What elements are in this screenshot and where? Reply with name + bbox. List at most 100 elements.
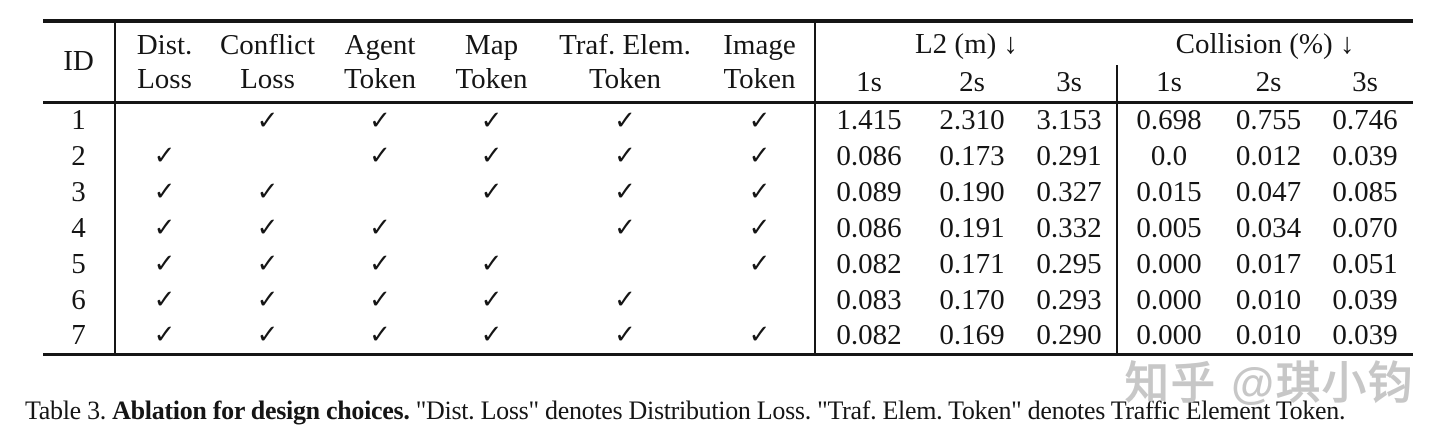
l2-value-cell: 0.173	[939, 139, 1005, 172]
caption-title: Ablation for design choices.	[112, 396, 410, 425]
check-cell: ✓	[213, 102, 322, 138]
check-icon: ✓	[480, 285, 503, 315]
l2-value-cell: 3.153	[1036, 104, 1102, 137]
check-icon: ✓	[369, 320, 391, 351]
l2-value-cell: 0.293	[1036, 283, 1102, 316]
check-cell: ✓	[705, 210, 815, 246]
collision-value-cell: 0.0	[1116, 138, 1221, 174]
check-cell: ✓	[545, 318, 705, 354]
l2-value-cell: 0.295	[1036, 247, 1102, 280]
check-icon: ✓	[748, 213, 771, 243]
col-header-agent-token: Agent Token	[322, 21, 438, 104]
collision-value-cell: 0.051	[1332, 247, 1398, 280]
collision-value-cell: 0.012	[1235, 139, 1302, 172]
check-cell: ✓	[545, 282, 705, 318]
row-id-cell: 6	[43, 282, 116, 318]
check-icon: ✓	[153, 213, 176, 243]
check-cell: ✓	[322, 102, 438, 138]
table-header: ID Dist. Loss Conflict Loss Agent Token …	[43, 21, 1414, 104]
collision-value-cell: 0.010	[1235, 318, 1302, 351]
check-cell: ✓	[705, 102, 815, 138]
l2-value-cell: 0.290	[1036, 318, 1102, 351]
check-cell: ✓	[213, 210, 322, 246]
check-cell: ✓	[213, 318, 322, 354]
check-cell: ✓	[705, 246, 815, 282]
col-header-line: Agent	[344, 28, 416, 61]
check-icon: ✓	[256, 249, 279, 279]
col-header-line: Token	[343, 62, 417, 95]
subcol-collision-2s: 2s	[1220, 65, 1318, 104]
check-icon: ✓	[369, 249, 391, 279]
l2-value-cell: 0.327	[1036, 175, 1102, 208]
col-header-line: Token	[723, 62, 796, 95]
group-header-collision: Collision (%) ↓	[1175, 27, 1355, 60]
col-header-line: Map	[464, 28, 519, 61]
l2-value-cell: 0.169	[939, 318, 1005, 351]
col-header-map-token: Map Token	[438, 21, 545, 104]
subcol-collision-1s: 1s	[1116, 65, 1221, 104]
table-caption: Table 3. Ablation for design choices. "D…	[25, 396, 1425, 426]
collision-value-cell: 0.000	[1116, 318, 1221, 354]
caption-text: "Dist. Loss" denotes Distribution Loss. …	[409, 396, 1346, 425]
col-header-line: Traf. Elem.	[559, 28, 691, 61]
check-cell	[322, 174, 438, 210]
collision-value-cell: 0.039	[1332, 139, 1398, 172]
check-icon: ✓	[153, 285, 176, 315]
collision-value-cell: 0.039	[1332, 318, 1398, 351]
col-header-line: Token	[588, 62, 662, 95]
subcol-l2-3s: 3s	[1022, 65, 1118, 104]
l2-value-cell: 0.086	[814, 210, 922, 246]
l2-value-cell: 0.083	[814, 282, 922, 318]
row-id-cell: 1	[43, 102, 116, 138]
check-icon: ✓	[153, 141, 176, 171]
l2-value-cell: 1.415	[814, 102, 922, 138]
check-icon: ✓	[614, 285, 636, 315]
check-cell: ✓	[115, 174, 213, 210]
collision-value-cell: 0.085	[1332, 175, 1398, 208]
header-row-sub: 1s 2s 3s 1s 2s 3s	[43, 65, 1414, 104]
check-icon: ✓	[369, 213, 391, 243]
check-cell: ✓	[438, 138, 545, 174]
col-header-image-token: Image Token	[705, 21, 816, 104]
collision-value-cell: 0.698	[1116, 102, 1221, 138]
check-icon: ✓	[480, 177, 503, 207]
check-icon: ✓	[480, 249, 503, 279]
check-icon: ✓	[748, 105, 771, 136]
check-cell: ✓	[213, 282, 322, 318]
col-header-dist-loss: Dist. Loss	[115, 21, 213, 104]
col-header-id: ID	[43, 21, 116, 104]
col-header-line: Loss	[240, 62, 295, 95]
collision-value-cell: 0.017	[1235, 247, 1302, 280]
check-cell: ✓	[115, 282, 213, 318]
table-row: 3 ✓ ✓ ✓ ✓ ✓ 0.089 0.190 0.327 0.015 0.047 0.085	[43, 174, 1413, 210]
table-body: 1 ✓ ✓ ✓ ✓ ✓ 1.415 2.310 3.153 0.698 0.755 0.746 2 ✓ ✓ ✓…	[43, 102, 1413, 354]
col-header-line: Loss	[137, 62, 192, 95]
check-icon: ✓	[614, 105, 636, 136]
check-cell: ✓	[322, 318, 438, 354]
check-icon: ✓	[153, 249, 176, 279]
check-cell: ✓	[322, 282, 438, 318]
check-icon: ✓	[748, 177, 771, 207]
check-cell	[705, 282, 815, 318]
check-cell: ✓	[115, 318, 213, 354]
l2-value-cell: 2.310	[939, 104, 1005, 137]
check-cell: ✓	[213, 246, 322, 282]
subcol-l2-2s: 2s	[922, 65, 1022, 104]
row-id-cell: 5	[43, 246, 116, 282]
check-icon: ✓	[369, 285, 391, 315]
collision-value-cell: 0.000	[1116, 246, 1221, 282]
collision-value-cell: 0.015	[1116, 174, 1221, 210]
l2-value-cell: 0.089	[814, 174, 922, 210]
ablation-table: ID Dist. Loss Conflict Loss Agent Token …	[43, 19, 1414, 356]
group-header-l2: L2 (m) ↓	[914, 27, 1019, 60]
check-icon: ✓	[748, 320, 771, 351]
check-cell: ✓	[545, 138, 705, 174]
caption-prefix: Table 3.	[25, 396, 113, 425]
l2-value-cell: 0.170	[939, 283, 1005, 316]
check-cell: ✓	[115, 246, 213, 282]
row-id-cell: 7	[43, 318, 116, 354]
col-header-line: Dist.	[136, 28, 193, 61]
check-cell: ✓	[545, 210, 705, 246]
check-cell: ✓	[438, 282, 545, 318]
table-row: 6 ✓ ✓ ✓ ✓ ✓ 0.083 0.170 0.293 0.000 0.010 0.039	[43, 282, 1413, 318]
